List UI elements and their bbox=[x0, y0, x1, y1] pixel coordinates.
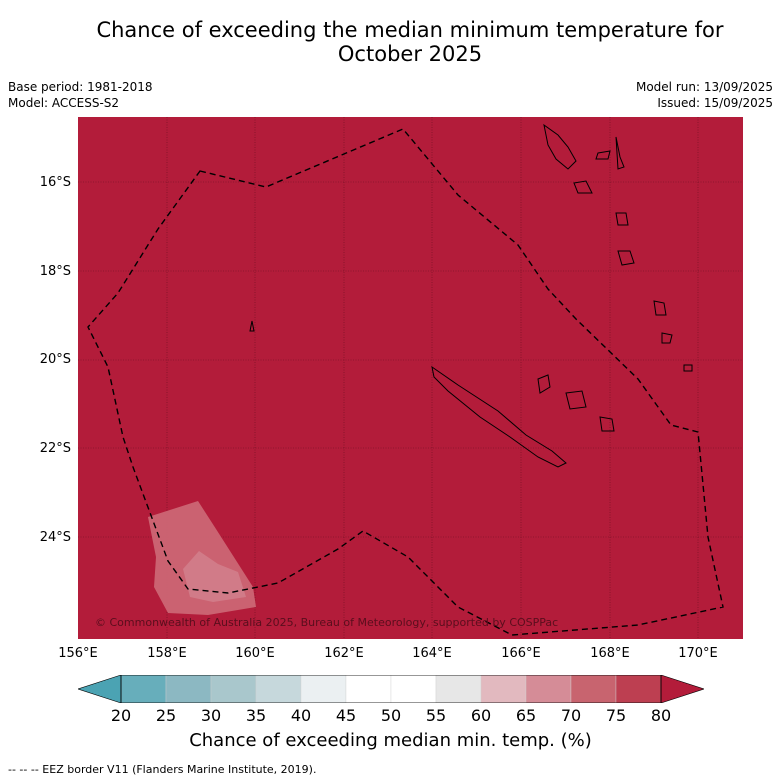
lon-label-158e: 158°E bbox=[147, 646, 187, 661]
colorbar-cell bbox=[525, 675, 572, 703]
chesterfield-island bbox=[249, 320, 255, 332]
copyright-notice: © Commonwealth of Australia 2025, Bureau… bbox=[95, 616, 558, 629]
colorbar-cell bbox=[435, 675, 482, 703]
lat-label-20s: 20°S bbox=[39, 352, 71, 367]
colorbar-cell bbox=[300, 675, 347, 703]
colorbar-tick-label: 50 bbox=[380, 706, 402, 725]
loyalty-island-1 bbox=[537, 374, 551, 394]
eez-border bbox=[87, 128, 724, 636]
lat-label-18s: 18°S bbox=[39, 264, 71, 279]
matthew-island bbox=[683, 364, 693, 372]
colorbar-cell bbox=[120, 675, 167, 703]
model-run-label: Model run: 13/09/2025 bbox=[635, 80, 773, 94]
colorbar-tick-label: 65 bbox=[515, 706, 537, 725]
loyalty-island-5 bbox=[661, 332, 673, 344]
lat-label-16s: 16°S bbox=[39, 175, 71, 190]
vanuatu-malekula bbox=[573, 180, 593, 194]
lat-label-24s: 24°S bbox=[39, 530, 71, 545]
colorbar-tick-label: 75 bbox=[605, 706, 627, 725]
colorbar-tick-label: 30 bbox=[200, 706, 222, 725]
model-label: Model: ACCESS-S2 bbox=[8, 96, 120, 110]
vanuatu-efate bbox=[615, 212, 629, 226]
colorbar-tick-label: 40 bbox=[290, 706, 312, 725]
issued-label: Issued: 15/09/2025 bbox=[657, 96, 773, 110]
colorbar-cell bbox=[390, 675, 437, 703]
vanuatu-pentecost bbox=[615, 136, 625, 170]
loyalty-island-4 bbox=[653, 300, 667, 316]
colorbar-tick-label: 55 bbox=[425, 706, 447, 725]
probability-65-70-region bbox=[183, 551, 246, 602]
new-caledonia-coast bbox=[431, 365, 567, 468]
loyalty-island-3 bbox=[599, 416, 615, 432]
lon-label-168e: 168°E bbox=[590, 646, 630, 661]
colorbar-cell bbox=[615, 675, 662, 703]
loyalty-island-2 bbox=[565, 390, 587, 410]
colorbar-tick-label: 20 bbox=[110, 706, 132, 725]
base-period-label: Base period: 1981-2018 bbox=[8, 80, 153, 94]
lon-label-162e: 162°E bbox=[324, 646, 364, 661]
vanuatu-espiritu-santo bbox=[543, 123, 577, 170]
metadata-right: Model run: 13/09/2025 Issued: 15/09/2025 bbox=[636, 79, 773, 111]
colorbar bbox=[78, 675, 704, 703]
vanuatu-ambae bbox=[595, 150, 611, 160]
graticule bbox=[78, 117, 743, 639]
vanuatu-tanna bbox=[617, 250, 635, 266]
colorbar-title: Chance of exceeding median min. temp. (%… bbox=[189, 730, 592, 751]
colorbar-tick-label: 80 bbox=[650, 706, 672, 725]
lon-label-170e: 170°E bbox=[678, 646, 718, 661]
title-line-2: October 2025 bbox=[337, 42, 483, 66]
lon-label-156e: 156°E bbox=[58, 646, 98, 661]
colorbar-cell bbox=[165, 675, 212, 703]
metadata-left: Base period: 1981-2018 Model: ACCESS-S2 bbox=[8, 79, 153, 111]
colorbar-outline bbox=[120, 675, 662, 703]
colorbar-cell bbox=[480, 675, 527, 703]
colorbar-tick-label: 70 bbox=[560, 706, 582, 725]
colorbar-under-triangle bbox=[78, 675, 122, 703]
lon-label-164e: 164°E bbox=[412, 646, 452, 661]
colorbar-cell bbox=[345, 675, 392, 703]
colorbar-tick-label: 25 bbox=[155, 706, 177, 725]
lon-label-160e: 160°E bbox=[235, 646, 275, 661]
lat-label-22s: 22°S bbox=[39, 441, 71, 456]
colorbar-cell bbox=[255, 675, 302, 703]
map-panel: © Commonwealth of Australia 2025, Bureau… bbox=[78, 117, 743, 639]
eez-legend: -- -- -- EEZ border V11 (Flanders Marine… bbox=[8, 763, 317, 776]
title-line-1: Chance of exceeding the median minimum t… bbox=[96, 18, 724, 42]
colorbar-tick-label: 35 bbox=[245, 706, 267, 725]
colorbar-over-triangle bbox=[660, 675, 704, 703]
colorbar-cells bbox=[120, 675, 662, 703]
coastlines bbox=[249, 123, 693, 468]
colorbar-tick-label: 45 bbox=[335, 706, 357, 725]
colorbar-cell bbox=[210, 675, 257, 703]
colorbar-cell bbox=[570, 675, 617, 703]
colorbar-tick-label: 60 bbox=[470, 706, 492, 725]
lon-label-166e: 166°E bbox=[501, 646, 541, 661]
map-title: Chance of exceeding the median minimum t… bbox=[0, 18, 781, 66]
